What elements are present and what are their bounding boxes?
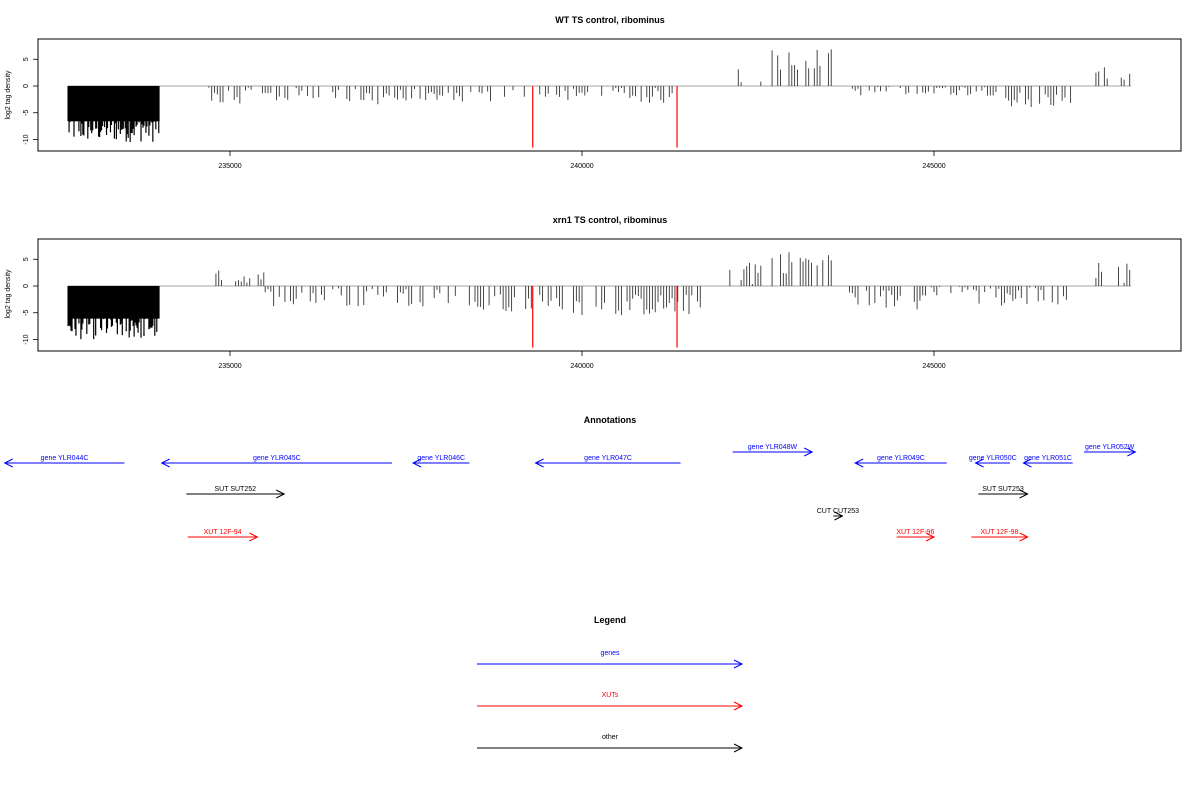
legend-label: other [602,734,619,741]
annotation-feature: XUT 12F-96 [896,529,936,542]
y-tick-label: -5 [23,310,30,316]
feature-label: gene YLR048W [748,444,798,451]
legend-title: Legend [594,615,626,625]
y-tick-label: 5 [23,257,30,261]
annotation-feature: XUT 12F-94 [187,529,259,542]
arrowhead-icon [733,659,744,669]
arrowhead-icon [925,532,936,542]
feature-label: gene YLR046C [417,455,465,462]
annotation-feature: XUT 12F-98 [971,529,1029,542]
feature-label: XUT 12F-96 [896,529,934,536]
arrowhead-icon [3,458,13,468]
y-tick-label: -10 [23,134,30,144]
annotation-feature: gene YLR049C [854,455,947,468]
density-bars [67,252,1132,340]
arrowhead-icon [803,447,814,457]
arrowhead-icon [411,458,422,468]
arrowhead-icon [249,532,259,542]
feature-label: gene YLR044C [41,455,89,462]
feature-label: CUT CUT253 [817,508,859,515]
arrowhead-icon [1127,447,1137,457]
feature-label: XUT 12F-98 [980,529,1018,536]
wt-density-panel: WT TS control, ribominus log2 tag densit… [5,15,1182,170]
highlight-lines [532,86,678,148]
arrowhead-icon [1019,532,1029,542]
x-tick-label: 240000 [570,363,593,370]
legend-label: genes [600,650,620,657]
annotation-feature: SUT SUT252 [186,486,286,499]
annotation-feature: gene YLR048W [732,444,814,457]
y-tick-label: 0 [23,284,30,288]
x-tick-label: 245000 [922,163,945,170]
y-tick-label: 0 [23,84,30,88]
legend-entry: other [477,734,744,753]
feature-label: SUT SUT252 [215,486,257,493]
x-tick-label: 240000 [570,163,593,170]
xrn1-density-panel: xrn1 TS control, ribominus log2 tag dens… [5,215,1182,370]
annotation-feature: gene YLR044C [3,455,125,468]
legend-entry: genes [477,650,744,669]
feature-label: XUT 12F-94 [204,529,242,536]
arrowhead-icon [160,458,170,468]
arrowhead-icon [733,743,744,753]
arrowhead-icon [834,511,844,521]
panel-title: WT TS control, ribominus [555,15,665,25]
feature-label: gene YLR047C [584,455,632,462]
y-tick-label: -5 [23,110,30,116]
arrowhead-icon [534,458,544,468]
density-block [68,86,160,122]
arrowhead-icon [974,458,984,468]
y-tick-label: 5 [23,57,30,61]
y-axis: -10 -5 0 5 [23,257,38,345]
annotation-items: gene YLR044C gene YLR045C gene YLR046C gene… [3,444,1137,542]
x-tick-label: 245000 [922,363,945,370]
annotation-feature: gene YLR047C [534,455,681,468]
highlight-lines [532,286,678,348]
arrowhead-icon [1022,458,1032,468]
y-axis-label: log2 tag density [5,269,12,319]
density-block [68,286,160,319]
annotation-feature: gene YLR052W [1083,444,1137,457]
legend-entry: XUTs [477,692,744,711]
legend-items: genes XUTs other [477,650,744,753]
annotations-title: Annotations [584,415,637,425]
y-tick-label: -10 [23,334,30,344]
panel-title: xrn1 TS control, ribominus [553,215,668,225]
feature-label: SUT SUT253 [982,486,1024,493]
feature-label: gene YLR049C [877,455,925,462]
feature-label: gene YLR050C [969,455,1017,462]
arrowhead-icon [854,458,864,468]
annotation-feature: gene YLR046C [411,455,470,468]
y-axis-label: log2 tag density [5,70,12,120]
y-axis: -10 -5 0 5 [23,57,38,145]
annotation-feature: gene YLR050C [969,455,1017,468]
plot-frame [37,238,1182,352]
arrowhead-icon [1019,489,1029,499]
feature-label: gene YLR045C [253,455,301,462]
annotation-feature: gene YLR045C [160,455,392,468]
plot-frame [37,38,1182,152]
x-tick-label: 235000 [218,163,241,170]
annotations-track: Annotations gene YLR044C gene YLR045C gene… [3,415,1137,542]
arrowhead-icon [275,489,286,499]
density-bars [67,49,1132,142]
x-axis: 235000 240000 245000 [218,151,946,170]
annotation-feature: SUT SUT253 [978,486,1029,499]
x-axis: 235000 240000 245000 [218,351,946,370]
annotation-feature: CUT CUT253 [817,508,859,521]
feature-label: gene YLR052W [1085,444,1135,451]
annotation-feature: gene YLR051C [1022,455,1073,468]
legend-label: XUTs [602,692,619,699]
x-tick-label: 235000 [218,363,241,370]
feature-label: gene YLR051C [1024,455,1072,462]
legend: Legend genes XUTs other [477,615,744,753]
arrowhead-icon [733,701,744,711]
